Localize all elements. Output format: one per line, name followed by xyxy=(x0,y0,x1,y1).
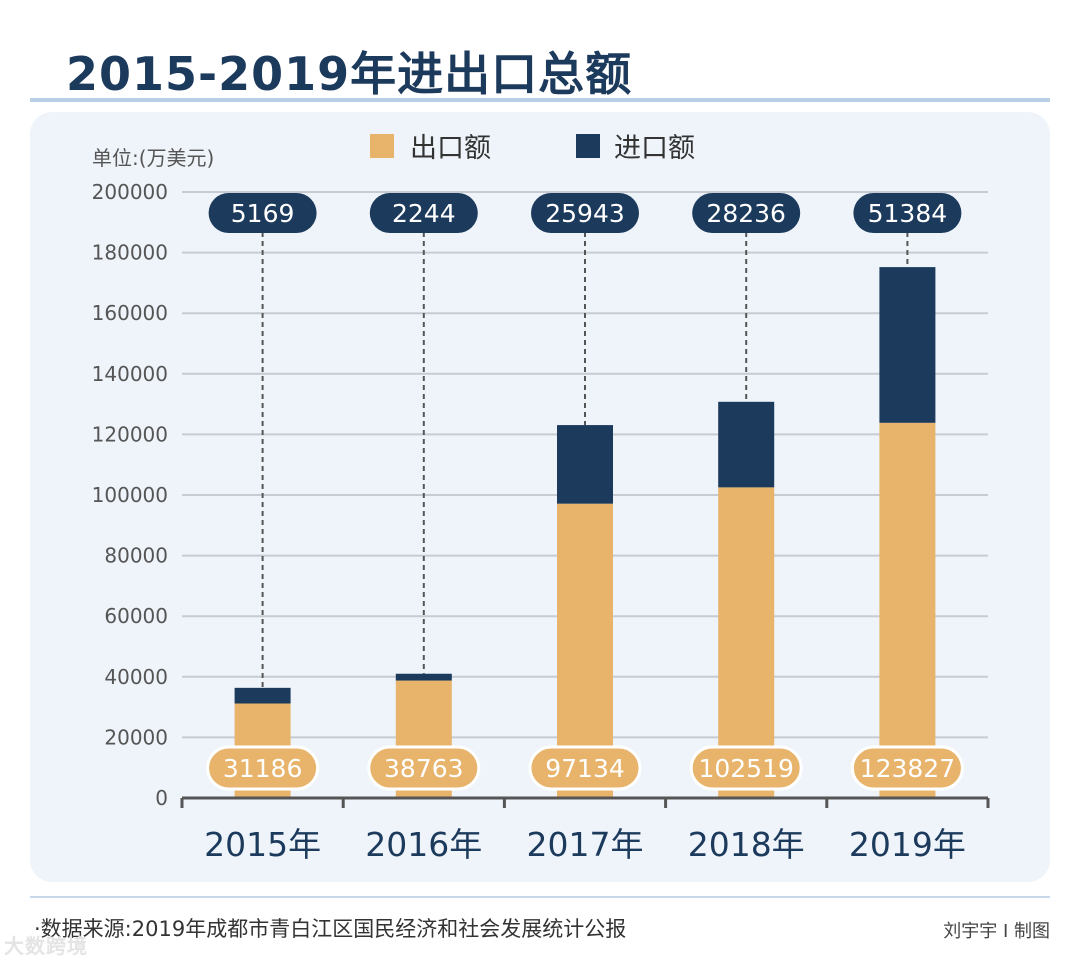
data-label-export: 97134 xyxy=(545,754,625,783)
title-divider xyxy=(30,98,1050,102)
x-tick-label: 2018年 xyxy=(688,825,805,864)
data-label-export-group: 102519 xyxy=(689,745,803,791)
x-tick-label: 2015年 xyxy=(204,825,321,864)
x-tick-label: 2019年 xyxy=(849,825,966,864)
y-tick-label: 20000 xyxy=(104,725,168,749)
bar-import xyxy=(718,401,775,488)
data-label-export: 38763 xyxy=(384,754,464,783)
bar-import xyxy=(234,687,291,704)
data-label-import-bg xyxy=(369,193,478,233)
y-axis-ticks: 0 20000 40000 60000 80000 100000 120000 140000 1… xyxy=(92,180,168,810)
bar-import xyxy=(879,267,936,423)
legend-swatch-export xyxy=(370,134,394,158)
credit-note: 刘宇宇 I 制图 xyxy=(943,921,1050,942)
data-label-export: 123827 xyxy=(860,754,955,783)
data-label-export-group: 97134 xyxy=(528,745,642,791)
data-label-export: 102519 xyxy=(698,754,793,783)
y-tick-label: 60000 xyxy=(104,604,168,628)
data-label-export-group: 31186 xyxy=(206,745,320,791)
x-axis-ticks: 2015年 2016年 2017年 2018年 2019年 xyxy=(204,825,966,864)
footer-divider xyxy=(30,896,1050,898)
legend-label-import: 进口额 xyxy=(614,133,695,164)
bar-export xyxy=(879,422,936,798)
data-label-export-group: 38763 xyxy=(367,745,481,791)
data-label-export-bg xyxy=(367,745,481,791)
data-label-export-bg xyxy=(689,745,803,791)
bars: 5169 31186 2244 38763 25943 97134 28236 102519 5… xyxy=(206,193,964,798)
x-tick-label: 2016年 xyxy=(365,825,482,864)
y-tick-label: 0 xyxy=(155,786,168,810)
y-tick-label: 120000 xyxy=(92,422,168,446)
y-tick-label: 140000 xyxy=(92,362,168,386)
data-label-import-bg xyxy=(208,193,317,233)
x-tick-label: 2017年 xyxy=(527,825,644,864)
page-title: 2015-2019年进出口总额 xyxy=(66,47,633,101)
y-tick-label: 160000 xyxy=(92,301,168,325)
data-label-export-bg xyxy=(206,745,320,791)
data-label-import: 25943 xyxy=(545,199,625,228)
x-axis xyxy=(180,796,990,808)
y-tick-label: 200000 xyxy=(92,180,168,204)
data-label-import-bg xyxy=(692,193,801,233)
data-label-export-bg xyxy=(528,745,642,791)
y-tick-label: 100000 xyxy=(92,483,168,507)
data-label-export: 31186 xyxy=(223,754,303,783)
legend-label-export: 出口额 xyxy=(410,133,491,164)
y-tick-label: 180000 xyxy=(92,241,168,265)
data-label-import-bg xyxy=(531,193,639,233)
data-label-import: 28236 xyxy=(706,199,786,228)
data-label-import: 51384 xyxy=(868,199,948,228)
data-label-import-bg xyxy=(853,193,962,233)
source-note: ·数据来源:2019年成都市青白江区国民经济和社会发展统计公报 xyxy=(34,917,627,941)
bar-import xyxy=(395,673,452,681)
data-label-export-bg xyxy=(850,745,964,791)
data-label-export-group: 123827 xyxy=(850,745,964,791)
y-tick-label: 40000 xyxy=(104,665,168,689)
unit-label: 单位:(万美元) xyxy=(92,146,214,170)
legend: 出口额 进口额 xyxy=(370,133,695,164)
data-label-import: 5169 xyxy=(231,199,295,228)
y-tick-label: 80000 xyxy=(104,544,168,568)
legend-swatch-import xyxy=(576,134,600,158)
data-label-import: 2244 xyxy=(392,199,456,228)
bar-import xyxy=(557,425,613,504)
watermark: 大数跨境 xyxy=(4,934,88,958)
